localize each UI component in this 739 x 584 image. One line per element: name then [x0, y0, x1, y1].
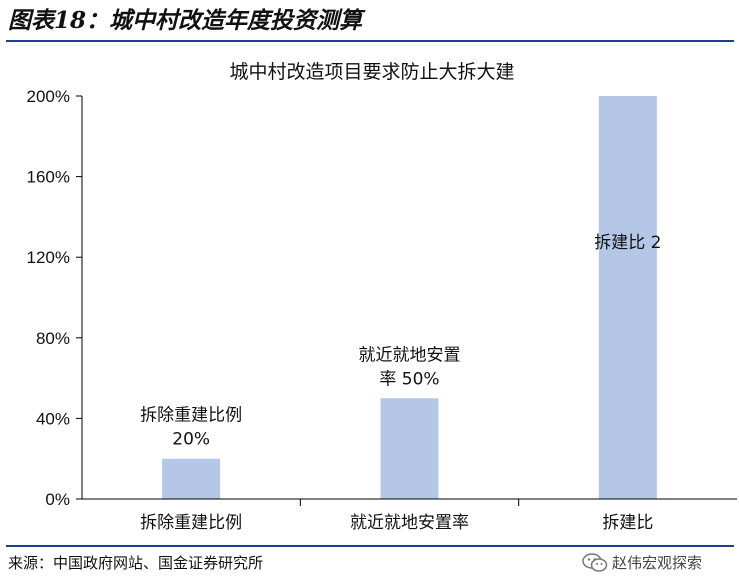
- bar: [380, 398, 439, 499]
- data-labels-group: 拆除重建比例 20% 就近就地安置率 50% 拆建比 2: [140, 233, 661, 450]
- figure-title: 图表18：城中村改造年度投资测算: [8, 7, 363, 34]
- data-label: 率 50%: [379, 369, 439, 389]
- y-tick-label: 160%: [27, 168, 70, 187]
- top-rule: [6, 40, 734, 42]
- y-ticks-group: 0% 40% 80% 120% 160% 200%: [27, 87, 82, 509]
- data-label: 拆建比 2: [594, 233, 661, 253]
- y-tick-label: 200%: [27, 87, 70, 106]
- y-tick-label: 40%: [36, 409, 70, 428]
- bottom-rule: [6, 545, 734, 547]
- data-label: 拆除重建比例: [140, 406, 242, 426]
- wechat-icon: [582, 553, 608, 572]
- data-label: 20%: [172, 430, 210, 450]
- bar-chart: 城中村改造项目要求防止大拆大建 0% 40% 80% 120% 160% 200% 拆除重…: [27, 61, 737, 533]
- x-tick-label: 拆建比: [602, 513, 653, 533]
- source-note: 来源：中国政府网站、国金证券研究所: [8, 554, 264, 572]
- x-tick-label: 拆除重建比例: [140, 513, 242, 533]
- bars-group: [162, 96, 657, 499]
- bar: [598, 96, 657, 499]
- watermark: 赵伟宏观探索: [582, 549, 702, 577]
- data-label: 就近就地安置: [359, 345, 461, 365]
- x-ticks-group: 拆除重建比例 就近就地安置率 拆建比: [140, 499, 653, 533]
- y-tick-label: 0%: [45, 490, 70, 509]
- y-tick-label: 120%: [27, 248, 70, 267]
- y-tick-label: 80%: [36, 329, 70, 348]
- chart-title: 城中村改造项目要求防止大拆大建: [229, 61, 514, 83]
- watermark-text: 赵伟宏观探索: [612, 554, 703, 572]
- x-tick-label: 就近就地安置率: [350, 513, 469, 533]
- bar: [162, 458, 221, 499]
